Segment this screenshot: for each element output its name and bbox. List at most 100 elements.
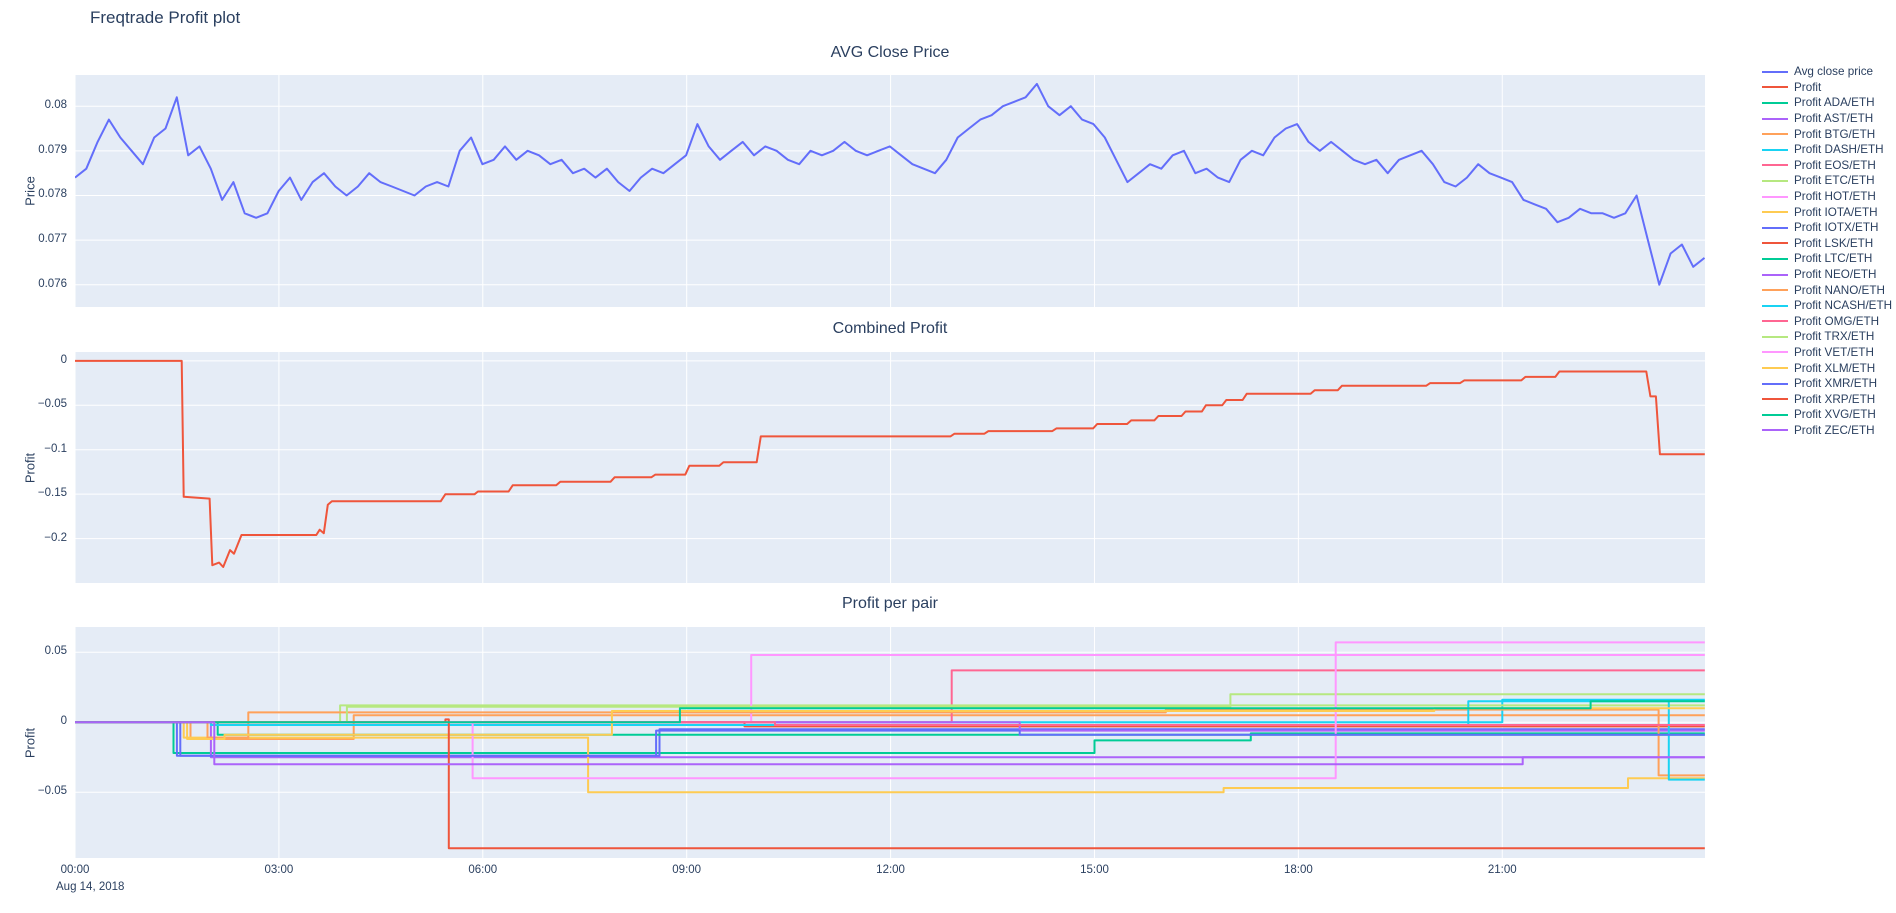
legend-item-profit-xvg-eth[interactable]: Profit XVG/ETH xyxy=(1762,407,1892,423)
legend-item-label: Profit NEO/ETH xyxy=(1794,268,1877,282)
legend-item-profit-dash-eth[interactable]: Profit DASH/ETH xyxy=(1762,142,1892,158)
legend-line-icon xyxy=(1762,413,1788,416)
legend-item-profit-ada-eth[interactable]: Profit ADA/ETH xyxy=(1762,95,1892,111)
legend-line-icon xyxy=(1762,257,1788,260)
series-profit-xmr-eth xyxy=(75,721,1705,757)
legend-line-icon xyxy=(1762,164,1788,167)
legend-item-profit-ast-eth[interactable]: Profit AST/ETH xyxy=(1762,111,1892,127)
series-avg-close-price xyxy=(75,82,1705,286)
subplot-title-profit-per-pair: Profit per pair xyxy=(841,595,939,612)
legend-line-icon xyxy=(1762,398,1788,401)
legend-item-label: Profit EOS/ETH xyxy=(1794,158,1876,172)
legend: Avg close price Profit Profit ADA/ETH Profi… xyxy=(1762,64,1892,438)
legend-line-icon xyxy=(1762,211,1788,214)
legend-item-profit-iotx-eth[interactable]: Profit IOTX/ETH xyxy=(1762,220,1892,236)
x-axis-tick-label: 15:00 xyxy=(1080,864,1109,876)
x-axis-date-label: Aug 14, 2018 xyxy=(56,881,125,893)
legend-item-profit[interactable]: Profit xyxy=(1762,80,1892,96)
combined-profit-ytick-label: −0.1 xyxy=(44,442,67,455)
legend-item-avg-close-price[interactable]: Avg close price xyxy=(1762,64,1892,80)
combined-profit-ytick-label: −0.15 xyxy=(37,487,67,500)
legend-item-profit-iota-eth[interactable]: Profit IOTA/ETH xyxy=(1762,204,1892,220)
avg-close-price-ytick-label: 0.078 xyxy=(38,188,67,201)
series-profit xyxy=(75,359,1705,568)
combined-profit-plot-area[interactable] xyxy=(75,352,1705,583)
legend-item-profit-trx-eth[interactable]: Profit TRX/ETH xyxy=(1762,329,1892,345)
legend-item-label: Profit XLM/ETH xyxy=(1794,361,1876,375)
legend-line-icon xyxy=(1762,133,1788,136)
x-axis-tick-label: 09:00 xyxy=(672,864,702,876)
legend-item-label: Profit LSK/ETH xyxy=(1794,236,1874,250)
legend-item-profit-xmr-eth[interactable]: Profit XMR/ETH xyxy=(1762,376,1892,392)
legend-line-icon xyxy=(1762,429,1788,432)
legend-item-profit-neo-eth[interactable]: Profit NEO/ETH xyxy=(1762,267,1892,283)
x-axis-tick-label: 03:00 xyxy=(264,864,294,876)
legend-item-label: Profit ETC/ETH xyxy=(1794,174,1875,188)
subplot-title-combined-profit: Combined Profit xyxy=(832,320,948,337)
legend-item-label: Profit NCASH/ETH xyxy=(1794,299,1893,313)
legend-item-profit-nano-eth[interactable]: Profit NANO/ETH xyxy=(1762,282,1892,298)
legend-item-label: Profit XMR/ETH xyxy=(1794,377,1878,391)
legend-item-profit-etc-eth[interactable]: Profit ETC/ETH xyxy=(1762,173,1892,189)
legend-item-profit-lsk-eth[interactable]: Profit LSK/ETH xyxy=(1762,236,1892,252)
series-profit-xlm-eth xyxy=(75,707,1705,740)
legend-line-icon xyxy=(1762,351,1788,354)
series-profit-iota-eth xyxy=(75,721,1705,794)
y-axis-label-profit-pairs: Profit xyxy=(22,727,38,759)
x-axis-tick-label: 00:00 xyxy=(60,864,90,876)
profit-per-pair-ytick-label: 0.05 xyxy=(44,645,67,658)
legend-item-label: Profit xyxy=(1794,80,1822,94)
legend-item-profit-btg-eth[interactable]: Profit BTG/ETH xyxy=(1762,126,1892,142)
legend-item-profit-vet-eth[interactable]: Profit VET/ETH xyxy=(1762,345,1892,361)
legend-item-profit-hot-eth[interactable]: Profit HOT/ETH xyxy=(1762,189,1892,205)
x-axis-tick-label: 12:00 xyxy=(876,864,905,876)
legend-item-profit-xlm-eth[interactable]: Profit XLM/ETH xyxy=(1762,360,1892,376)
avg-close-price-plot-area[interactable] xyxy=(75,75,1705,307)
legend-item-label: Profit IOTX/ETH xyxy=(1794,221,1879,235)
avg-close-price-ytick-label: 0.08 xyxy=(44,99,67,112)
legend-item-label: Profit OMG/ETH xyxy=(1794,314,1880,328)
legend-item-label: Profit AST/ETH xyxy=(1794,112,1874,126)
combined-profit-ytick-label: −0.05 xyxy=(37,398,67,411)
legend-item-profit-eos-eth[interactable]: Profit EOS/ETH xyxy=(1762,158,1892,174)
legend-item-profit-zec-eth[interactable]: Profit ZEC/ETH xyxy=(1762,423,1892,439)
series-profit-xvg-eth xyxy=(75,700,1705,724)
profit-per-pair-ytick-label: 0 xyxy=(60,715,67,728)
combined-profit-ytick-label: 0 xyxy=(60,353,67,366)
legend-line-icon xyxy=(1762,320,1788,323)
series-profit-nano-eth xyxy=(75,708,1705,777)
legend-line-icon xyxy=(1762,195,1788,198)
legend-line-icon xyxy=(1762,226,1788,229)
page-title: Freqtrade Profit plot xyxy=(90,8,241,27)
y-axis-label-profit-combined: Profit xyxy=(22,452,38,484)
legend-line-icon xyxy=(1762,382,1788,385)
legend-item-label: Profit XVG/ETH xyxy=(1794,408,1876,422)
legend-line-icon xyxy=(1762,289,1788,292)
legend-item-profit-ncash-eth[interactable]: Profit NCASH/ETH xyxy=(1762,298,1892,314)
subplot-title-avg-close-price: AVG Close Price xyxy=(830,44,950,61)
legend-item-label: Profit HOT/ETH xyxy=(1794,190,1876,204)
legend-line-icon xyxy=(1762,86,1788,89)
profit-per-pair-plot-area[interactable] xyxy=(75,627,1705,858)
combined-profit-ytick-label: −0.2 xyxy=(44,531,67,544)
legend-item-profit-omg-eth[interactable]: Profit OMG/ETH xyxy=(1762,314,1892,330)
legend-line-icon xyxy=(1762,148,1788,151)
legend-item-profit-xrp-eth[interactable]: Profit XRP/ETH xyxy=(1762,391,1892,407)
x-axis-tick-label: 18:00 xyxy=(1283,864,1313,876)
profit-per-pair-ytick-label: −0.05 xyxy=(37,785,67,798)
legend-item-label: Profit BTG/ETH xyxy=(1794,127,1876,141)
legend-item-label: Profit ADA/ETH xyxy=(1794,96,1875,110)
legend-item-label: Avg close price xyxy=(1794,65,1874,79)
legend-item-label: Profit IOTA/ETH xyxy=(1794,205,1878,219)
series-profit-zec-eth xyxy=(75,721,1705,766)
legend-item-label: Profit ZEC/ETH xyxy=(1794,423,1875,437)
legend-line-icon xyxy=(1762,273,1788,276)
legend-item-label: Profit VET/ETH xyxy=(1794,345,1874,359)
legend-line-icon xyxy=(1762,242,1788,245)
legend-item-label: Profit NANO/ETH xyxy=(1794,283,1885,297)
legend-line-icon xyxy=(1762,304,1788,307)
legend-item-profit-ltc-eth[interactable]: Profit LTC/ETH xyxy=(1762,251,1892,267)
legend-line-icon xyxy=(1762,101,1788,104)
legend-line-icon xyxy=(1762,70,1788,73)
